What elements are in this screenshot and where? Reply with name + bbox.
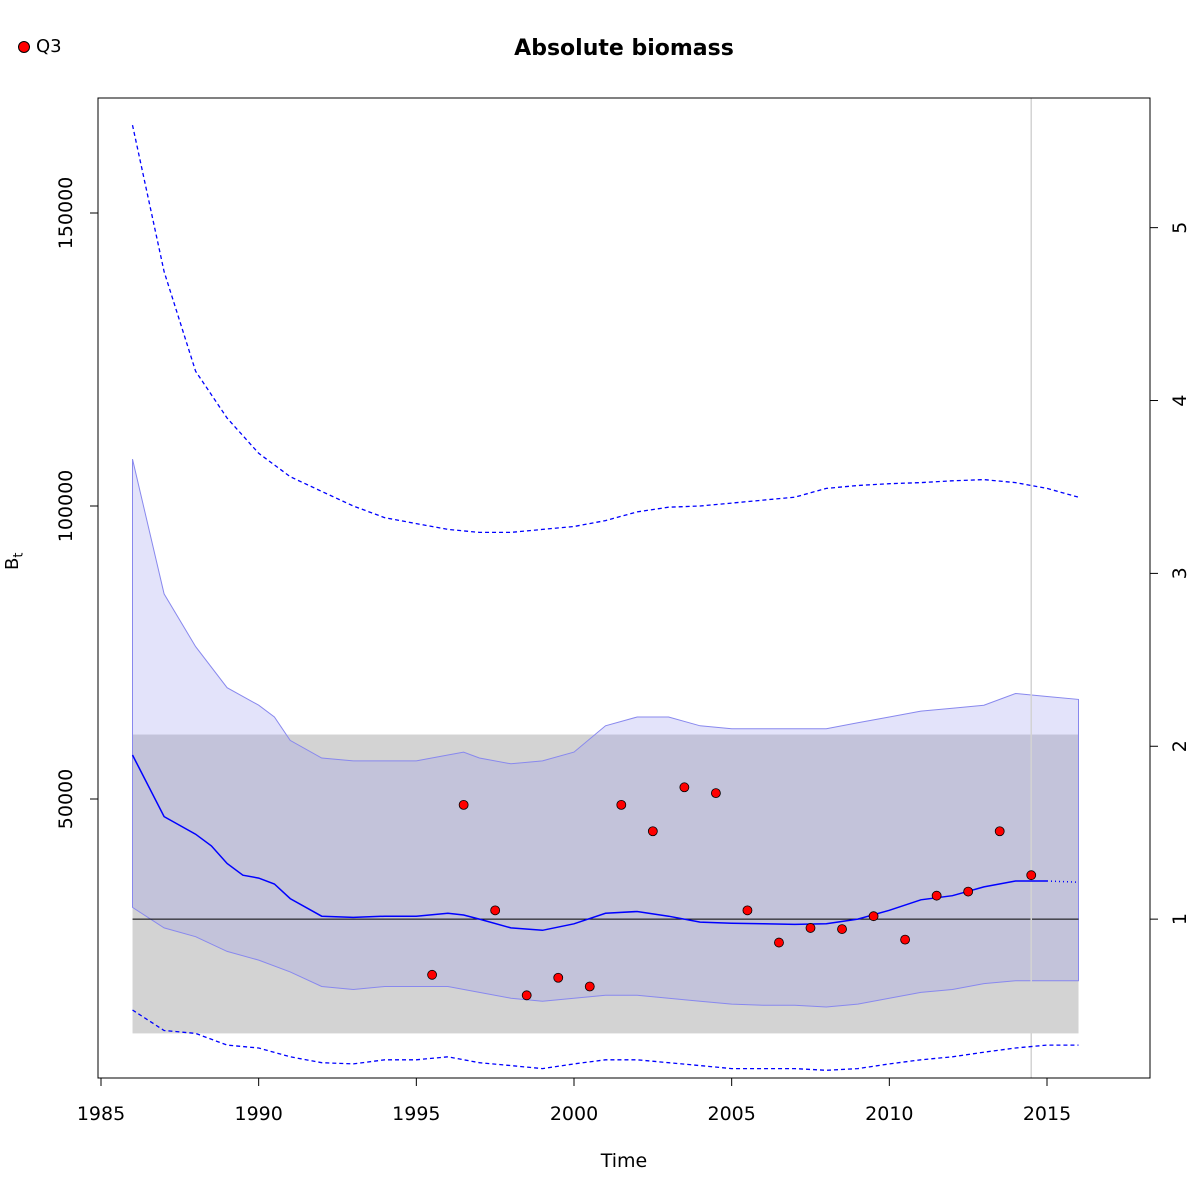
legend-label: Q3 bbox=[36, 36, 62, 57]
ci-upper-line bbox=[131, 124, 1079, 534]
y2-tick-label: 3 bbox=[1169, 567, 1191, 579]
data-point bbox=[521, 990, 532, 1001]
data-point bbox=[774, 937, 784, 948]
x-axis-label: Time bbox=[600, 1150, 648, 1172]
data-point bbox=[490, 905, 501, 916]
data-point bbox=[900, 934, 910, 945]
x-tick-label: 1985 bbox=[77, 1103, 125, 1125]
y-axis-label-main: B bbox=[2, 557, 23, 570]
legend: Q3 bbox=[18, 36, 62, 57]
data-point bbox=[805, 923, 816, 933]
data-point bbox=[553, 972, 564, 983]
x-tick-label: 1995 bbox=[392, 1103, 440, 1125]
data-point bbox=[931, 890, 942, 901]
data-point bbox=[679, 782, 690, 793]
confidence-interval-area bbox=[132, 458, 1079, 1008]
ci-lower-line bbox=[132, 1009, 1079, 1071]
y-tick-label: 50000 bbox=[55, 769, 77, 829]
chart-title: Absolute biomass bbox=[514, 36, 734, 61]
y-tick-label: 100000 bbox=[55, 470, 77, 543]
y-axis-label: Bt bbox=[2, 530, 27, 570]
data-point bbox=[584, 981, 595, 992]
x-tick-label: 2015 bbox=[1023, 1103, 1071, 1125]
y-axis-label-subscript: t bbox=[11, 552, 27, 558]
data-point bbox=[868, 911, 879, 922]
data-point bbox=[1026, 870, 1037, 881]
y2-tick-label: 2 bbox=[1169, 740, 1191, 752]
data-point bbox=[711, 788, 721, 799]
data-point bbox=[963, 886, 974, 897]
data-point bbox=[427, 969, 438, 980]
data-point bbox=[458, 799, 469, 810]
data-point bbox=[742, 905, 753, 916]
x-tick-label: 2000 bbox=[550, 1103, 598, 1125]
y2-tick-label: 1 bbox=[1169, 913, 1191, 925]
data-point bbox=[837, 924, 847, 934]
x-tick-label: 2005 bbox=[707, 1103, 755, 1125]
data-point bbox=[616, 799, 627, 810]
legend-marker bbox=[18, 40, 30, 53]
y2-tick-label: 5 bbox=[1169, 222, 1191, 234]
data-point bbox=[647, 826, 658, 837]
data-point bbox=[994, 826, 1005, 837]
y-tick-label: 150000 bbox=[55, 177, 77, 250]
x-tick-label: 1990 bbox=[234, 1103, 282, 1125]
x-tick-label: 2010 bbox=[865, 1103, 913, 1125]
reference-band bbox=[132, 734, 1079, 1034]
y2-tick-label: 4 bbox=[1169, 394, 1191, 406]
